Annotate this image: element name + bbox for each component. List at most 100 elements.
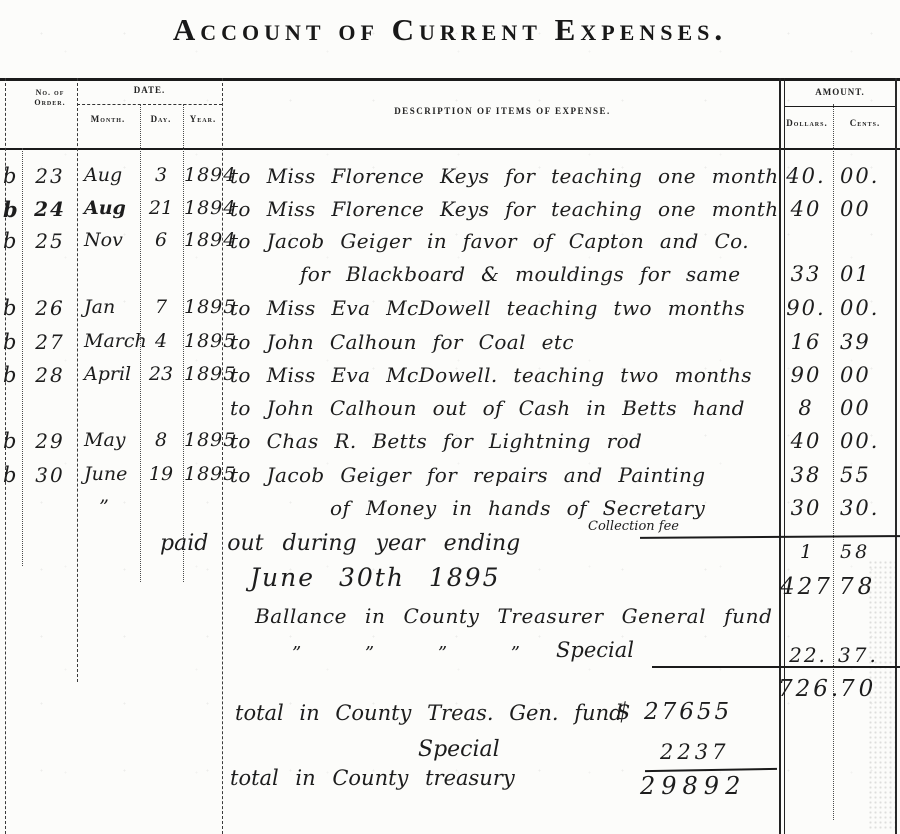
paid-out-total-dollars: 427 [780,574,833,600]
entry-month: Aug [84,164,123,186]
paid-out-total-cents: 78 [839,574,877,600]
amount-dollars: 38 [790,463,822,487]
amount-dollars: 90 [790,363,822,387]
entry-day: 21 [148,197,174,219]
amount-cents: 00 [840,396,871,420]
entry-day: 19 [148,463,174,485]
date-column-header: DATE. [133,85,166,95]
amount-subheader-rule [784,106,896,107]
entry-month: June [84,463,128,485]
entry-month: Aug [84,197,126,219]
amount-cents: 00 [840,363,871,387]
entry-day: 7 [154,296,168,318]
sum-rule-2 [652,666,900,668]
expense-description: for Blackboard & mouldings for same [300,262,741,286]
ledger-row: to John Calhoun out of Cash in Betts han… [0,396,900,430]
order-number: 28 [35,363,65,387]
order-number: 27 [35,330,65,354]
amount-cents: 00. [840,429,880,453]
month-day-line [140,104,141,582]
amount-cents: 00. [840,164,880,188]
collection-fee-note: Collection fee [588,519,679,534]
audit-mark: b [3,463,17,487]
year-column-header: Year. [189,114,217,124]
amount-cents: 39 [840,330,871,354]
audit-mark: b [3,229,17,253]
amount-dollars: 8 [798,396,814,420]
audit-mark: b [3,363,17,387]
entry-day: 23 [148,363,174,385]
order-number: 30 [35,463,65,487]
ledger-row: b 23 Aug 3 1894 to Miss Florence Keys fo… [0,164,900,198]
entry-year: 1895 [184,463,237,485]
footer-treasury-label: total in County treasury [230,766,515,790]
order-number: 26 [35,296,65,320]
entry-year: 1894 [184,229,237,251]
expense-description: to Chas R. Betts for Lightning rod [230,429,643,453]
paid-out-line: paid out during year ending [160,531,521,556]
expense-description: to Miss Florence Keys for teaching one m… [230,164,779,188]
entry-month-ditto: ” [99,496,109,518]
amount-dollars: 30 [790,496,822,520]
order-number: 23 [35,164,65,188]
description-column-header: DESCRIPTION OF ITEMS OF EXPENSE. [394,106,611,116]
entry-year: 1894 [184,197,237,219]
amount-column-line [779,78,785,834]
ledger-row: b 30 June 19 1895 to Jacob Geiger for re… [0,463,900,497]
entry-month: April [84,363,132,385]
order-column-line [77,78,78,682]
entry-month: May [84,429,126,451]
amount-dollars: 40 [790,429,822,453]
order-number: 29 [35,429,65,453]
footer-special-label: Special [418,737,500,762]
special-fund-label: Special [556,638,634,662]
date-subheader-rule [77,104,222,105]
entry-day: 8 [154,429,168,451]
mark-column-line [22,148,23,566]
amount-dollars: 40. [786,164,826,188]
dollars-cents-line [833,104,834,820]
sum-rule-1 [639,535,900,539]
amount-cents: 01 [840,262,871,286]
amount-cents: 30. [840,496,880,520]
ledger-row: for Blackboard & mouldings for same 33 0… [0,262,900,296]
expense-description: to John Calhoun for Coal etc [230,330,574,354]
entry-year: 1894 [184,164,237,186]
right-edge-line [895,78,897,834]
audit-mark: b [3,429,17,453]
header-bottom-rule [0,148,900,150]
order-number: 24 [34,197,66,221]
amount-dollars: 90. [786,296,826,320]
entry-month: Nov [84,229,123,251]
amount-dollars: 16 [790,330,822,354]
entry-month: March [84,330,147,352]
description-column-line [222,78,223,834]
audit-mark: b [3,164,17,188]
balance-line: Ballance in County Treasurer General fun… [255,604,773,628]
audit-mark: b [3,330,17,354]
page-title: Account of Current Expenses. [172,12,728,47]
entry-day: 4 [154,330,168,352]
entry-day: 6 [154,229,168,251]
expense-description: to Miss Eva McDowell teaching two months [230,296,746,320]
entry-year: 1895 [184,363,237,385]
grand-total-cents: 70 [840,676,878,702]
expense-description: to Jacob Geiger in favor of Capton and C… [230,229,750,253]
ledger-row: b 26 Jan 7 1895 to Miss Eva McDowell tea… [0,296,900,330]
balance-ditto-marks: ” ” ” ” [292,643,520,664]
order-number: 25 [35,229,65,253]
audit-mark: b [3,197,18,222]
ledger-row: b 27 March 4 1895 to John Calhoun for Co… [0,330,900,364]
expense-description: to Miss Eva McDowell. teaching two month… [230,363,752,387]
amount-cents: 55 [840,463,871,487]
order-column-header: No. of Order. [34,88,66,107]
left-margin-line [5,78,6,834]
footer-special-amount: 2237 [660,740,730,764]
expense-description: to Miss Florence Keys for teaching one m… [230,197,779,221]
footer-general-fund-label: total in County Treas. Gen. fund [235,701,623,725]
ledger-row: b 29 May 8 1895 to Chas R. Betts for Lig… [0,429,900,463]
entry-year: 1895 [184,296,237,318]
ledger-row: b 28 April 23 1895 to Miss Eva McDowell.… [0,363,900,397]
scan-noise-strip [868,560,896,830]
